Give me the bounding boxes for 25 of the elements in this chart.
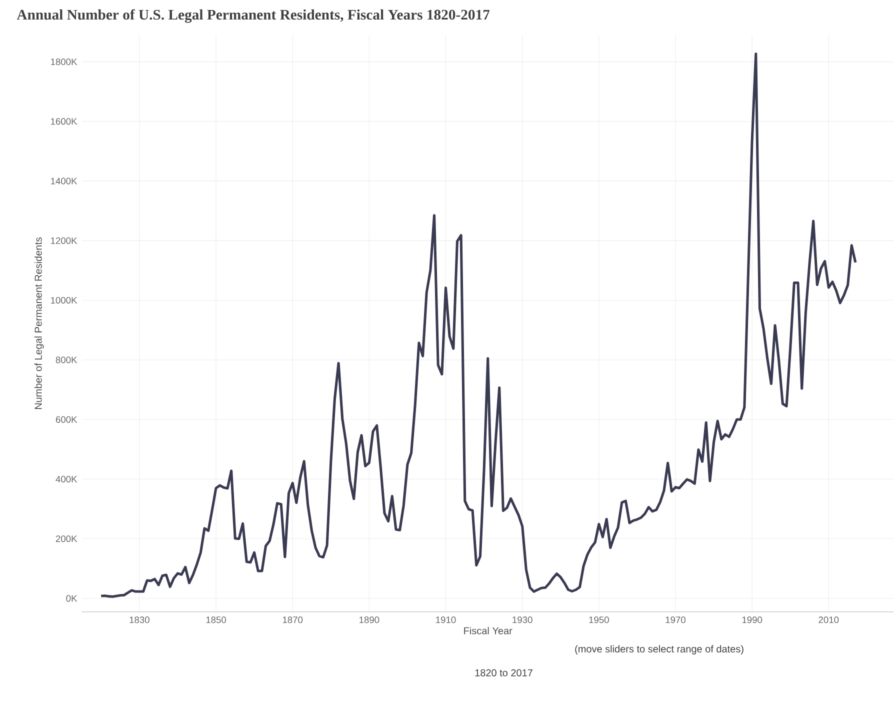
y-tick-label: 200K bbox=[56, 536, 78, 542]
x-axis-title: Fiscal Year bbox=[464, 627, 512, 634]
x-tick-label: 1970 bbox=[666, 616, 686, 624]
y-tick-label: 1000K bbox=[51, 297, 78, 304]
y-tick-label: 600K bbox=[56, 416, 78, 423]
y-tick-label: 1800K bbox=[51, 58, 78, 66]
y-tick-label: 400K bbox=[56, 476, 78, 483]
x-tick-label: 1890 bbox=[359, 616, 380, 624]
x-tick-label: 1850 bbox=[206, 616, 226, 624]
text: 1820 to 2017 bbox=[475, 669, 532, 676]
x-tick-label: 2010 bbox=[818, 616, 839, 624]
x-tick-label: 1950 bbox=[589, 616, 609, 624]
chart-title: Annual Number of U.S. Legal Permanent Residents, Fiscal Years 1820-2017 bbox=[16, 9, 490, 23]
y-tick-label: 1400K bbox=[51, 178, 78, 184]
x-tick-label: 1830 bbox=[130, 616, 150, 624]
y-tick-label: 1200K bbox=[51, 237, 78, 244]
x-tick-label: 1870 bbox=[282, 616, 303, 624]
y-axis-title: Number of Legal Permanent Residents bbox=[34, 237, 44, 410]
y-tick-label: 0K bbox=[66, 595, 78, 602]
x-tick-label: 1910 bbox=[436, 616, 456, 624]
text: (move sliders to select range of dates) bbox=[575, 645, 744, 655]
y-tick-label: 1600K bbox=[51, 118, 78, 125]
x-tick-label: 1930 bbox=[512, 616, 532, 624]
x-tick-label: 1990 bbox=[742, 616, 762, 624]
y-tick-label: 800K bbox=[56, 356, 78, 364]
